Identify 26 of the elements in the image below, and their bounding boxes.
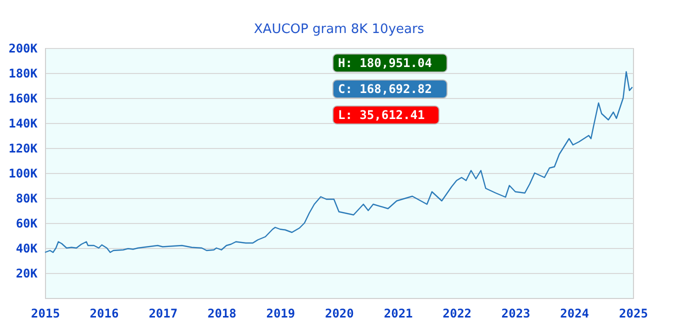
y-tick-label: 180K: [8, 66, 38, 80]
y-tick-label: 40K: [16, 242, 38, 256]
y-tick-label: 200K: [8, 42, 38, 56]
annotation: C: 168,692.82: [338, 82, 432, 96]
x-tick-label: 2017: [148, 306, 178, 320]
x-tick-label: 2016: [90, 306, 119, 320]
annotation: H: 180,951.04: [338, 56, 432, 70]
x-tick-label: 2019: [266, 306, 296, 320]
x-tick-label: 2024: [560, 306, 590, 320]
y-tick-label: 20K: [16, 266, 38, 280]
x-tick-label: 2021: [384, 306, 413, 320]
x-tick-label: 2023: [501, 306, 530, 320]
y-tick-label: 160K: [8, 92, 38, 106]
x-tick-label: 2018: [207, 306, 236, 320]
line-series: [44, 71, 633, 253]
y-tick-label: 60K: [16, 216, 38, 230]
y-tick-label: 80K: [16, 192, 38, 206]
annotation: L: 35,612.41: [338, 108, 425, 122]
y-tick-label: 140K: [8, 116, 38, 130]
x-tick-label: 2022: [442, 306, 472, 320]
y-tick-label: 120K: [8, 142, 38, 156]
x-tick-label: 2020: [324, 306, 354, 320]
x-tick-label: 2015: [31, 306, 60, 320]
y-tick-label: 100K: [8, 166, 38, 180]
x-tick-label: 2025: [619, 306, 648, 320]
chart-title: XAUCOP gram 8K 10years: [254, 22, 424, 37]
